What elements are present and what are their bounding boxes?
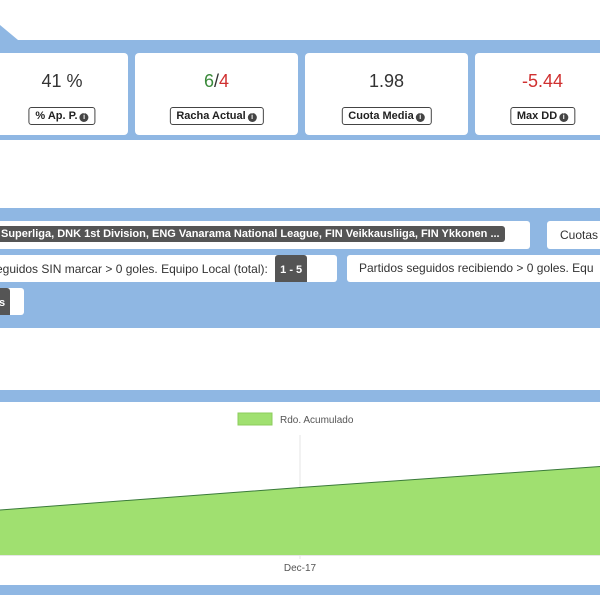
chart-band bbox=[0, 390, 600, 402]
legend-swatch bbox=[237, 412, 273, 426]
stat-label[interactable]: Cuota Media i bbox=[341, 107, 432, 125]
odds-filter[interactable]: Cuotas bbox=[547, 221, 600, 249]
stat-card: 1.98 Cuota Media i bbox=[305, 53, 468, 135]
area-line bbox=[0, 466, 600, 511]
filter-box: Superliga, DNK 1st Division, ENG Vanaram… bbox=[0, 221, 530, 249]
losses: 4 bbox=[219, 71, 230, 91]
chart: Dec-17 Rdo. Acumulado bbox=[0, 412, 600, 574]
area bbox=[0, 466, 600, 555]
filter-text: Partidos seguidos recibiendo > 0 goles. … bbox=[359, 261, 594, 275]
stat-value: 1.98 bbox=[368, 71, 405, 91]
stat-label[interactable]: Racha Actual i bbox=[169, 107, 264, 125]
filter-box: Partidos seguidos recibiendo > 0 goles. … bbox=[347, 255, 600, 282]
filter-text: eguidos SIN marcar > 0 goles. Equipo Loc… bbox=[0, 262, 268, 276]
label-text: Racha Actual bbox=[176, 110, 246, 122]
filter-box: eguidos SIN marcar > 0 goles. Equipo Loc… bbox=[0, 255, 337, 282]
chart-band bbox=[0, 585, 600, 595]
separator: / bbox=[213, 71, 219, 91]
label-text: Max DD bbox=[516, 110, 558, 122]
label-text: Cuota Media bbox=[348, 110, 414, 122]
label-text: % Ap. P. bbox=[35, 110, 78, 122]
stat-value: -5.44 bbox=[521, 71, 564, 91]
stat-card: 41 % % Ap. P. i bbox=[0, 53, 128, 135]
wins: 6 bbox=[203, 71, 214, 91]
filter-chip[interactable]: s bbox=[0, 288, 11, 315]
stat-label[interactable]: % Ap. P. i bbox=[28, 107, 96, 125]
legend-label: Rdo. Acumulado bbox=[280, 415, 354, 426]
stat-card: -5.44 Max DD i bbox=[475, 53, 600, 135]
league-chip[interactable]: Superliga, DNK 1st Division, ENG Vanaram… bbox=[0, 226, 505, 242]
filter-box: s bbox=[0, 288, 24, 315]
stat-value: 41 % bbox=[41, 71, 83, 91]
stat-value: 6/4 bbox=[135, 71, 298, 92]
stat-card: 6/4 Racha Actual i bbox=[135, 53, 298, 135]
stat-label[interactable]: Max DD i bbox=[509, 107, 576, 125]
filter-chip[interactable]: 1 - 5 bbox=[275, 255, 308, 282]
x-tick-label: Dec-17 bbox=[284, 563, 317, 574]
corner-decoration bbox=[0, 25, 18, 40]
